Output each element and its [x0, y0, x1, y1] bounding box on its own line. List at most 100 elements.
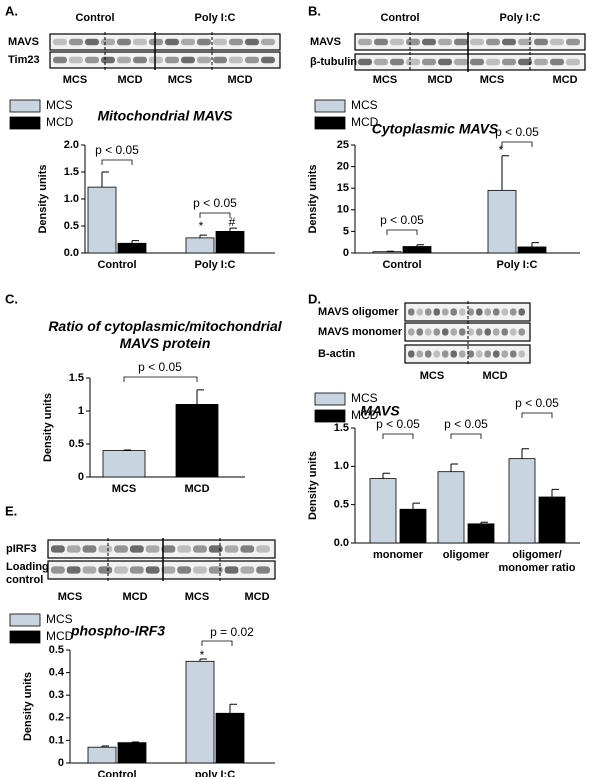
- blot-band: [459, 308, 466, 316]
- bar: [102, 450, 146, 478]
- significance-bracket: [123, 376, 198, 382]
- blot-band: [181, 38, 195, 46]
- western-blot: [47, 539, 276, 580]
- blot-band: [459, 350, 466, 358]
- blot-band: [98, 545, 113, 553]
- chart-title: Mitochondrial MAVS: [97, 108, 233, 124]
- blot-band: [438, 58, 452, 66]
- blot-band: [161, 545, 176, 553]
- blot-band: [213, 56, 227, 64]
- blot-band: [165, 38, 179, 46]
- blot-band: [433, 350, 440, 358]
- blot-band: [454, 38, 468, 46]
- blot-band: [406, 38, 420, 46]
- blot-band: [406, 58, 420, 66]
- blot-band: [501, 350, 508, 358]
- blot-band: [82, 545, 97, 553]
- error-bar: [229, 227, 237, 232]
- annotation: p < 0.05: [376, 417, 420, 431]
- bar: [215, 712, 245, 764]
- y-axis-label: Density units: [37, 164, 49, 233]
- blot-band: [422, 38, 436, 46]
- blot-band: [493, 350, 500, 358]
- blot-band: [129, 545, 144, 553]
- x-tick-label: Control: [382, 259, 421, 271]
- blot-band: [69, 56, 83, 64]
- x-tick-label: Poly I:C: [497, 259, 538, 271]
- blot-band: [518, 350, 525, 358]
- blot-header: Control: [75, 12, 114, 24]
- lane-label: MCS: [168, 74, 192, 86]
- bar: [508, 458, 536, 544]
- y-tick-label: 0.5: [69, 438, 84, 450]
- blot-band: [510, 350, 517, 358]
- y-axis-label: Density units: [307, 164, 319, 233]
- blot-band: [261, 56, 275, 64]
- legend-label: MCS: [46, 612, 73, 626]
- blot-band: [256, 545, 270, 553]
- y-tick-label: 1.5: [64, 166, 79, 178]
- blot-band: [51, 545, 65, 553]
- blot-band: [518, 38, 532, 46]
- significance-bracket: [501, 141, 533, 147]
- x-tick-label: Control: [97, 769, 136, 777]
- lane-label: MCS: [185, 591, 209, 603]
- legend-label: MCD: [46, 115, 74, 129]
- blot-band: [66, 545, 81, 553]
- y-tick-label: 15: [337, 182, 349, 194]
- lane-label: MCS: [58, 591, 82, 603]
- blot-band: [534, 38, 548, 46]
- y-tick-label: 0.4: [49, 667, 65, 679]
- y-tick-label: 0.3: [49, 689, 64, 701]
- blot-band: [442, 328, 449, 336]
- error-bar: [101, 745, 109, 748]
- blot-band: [450, 308, 457, 316]
- significance-bracket: [199, 212, 231, 218]
- y-tick-label: 1.0: [64, 193, 79, 205]
- blot-band: [149, 56, 163, 64]
- blot-row-label: pIRF3: [6, 543, 37, 555]
- blot-band: [177, 545, 192, 553]
- bar: [369, 478, 397, 544]
- blot-row: [49, 51, 281, 69]
- x-tick-label: Control: [97, 259, 136, 271]
- legend-swatch: [314, 116, 346, 130]
- blot-band: [240, 545, 255, 553]
- blot-band: [502, 58, 516, 66]
- error-bar: [521, 448, 529, 459]
- blot-band: [550, 38, 564, 46]
- blot-band: [245, 38, 259, 46]
- y-tick-label: 20: [337, 161, 349, 173]
- blot-band: [374, 58, 388, 66]
- bar: [215, 230, 245, 254]
- bar: [538, 496, 566, 544]
- y-tick-label: 0.5: [64, 220, 79, 232]
- blot-band: [510, 308, 517, 316]
- annotation: *: [499, 143, 504, 157]
- blot-band: [181, 56, 195, 64]
- blot-band: [518, 58, 532, 66]
- legend-swatch: [9, 116, 41, 130]
- bar: [467, 523, 495, 544]
- y-tick-label: 0.0: [64, 247, 79, 259]
- blot-band: [229, 56, 243, 64]
- blot-band: [129, 566, 144, 574]
- lane-label: MCS: [373, 74, 397, 86]
- panel-label: D.: [308, 291, 321, 306]
- lane-label: MCD: [427, 74, 452, 86]
- lane-label: MCD: [244, 591, 269, 603]
- blot-row-label: MAVS monomer: [318, 326, 403, 338]
- blot-header: Control: [380, 12, 419, 24]
- blot-band: [450, 328, 457, 336]
- blot-band: [208, 545, 223, 553]
- annotation: p < 0.05: [515, 396, 559, 410]
- x-tick-label: oligomer/monomer ratio: [498, 549, 575, 574]
- x-tick-label: monomer: [373, 549, 424, 561]
- error-bar: [501, 155, 509, 191]
- blot-band: [133, 38, 147, 46]
- blot-band: [408, 328, 415, 336]
- blot-band: [98, 566, 113, 574]
- y-tick-label: 0.5: [49, 644, 64, 656]
- blot-band: [69, 38, 83, 46]
